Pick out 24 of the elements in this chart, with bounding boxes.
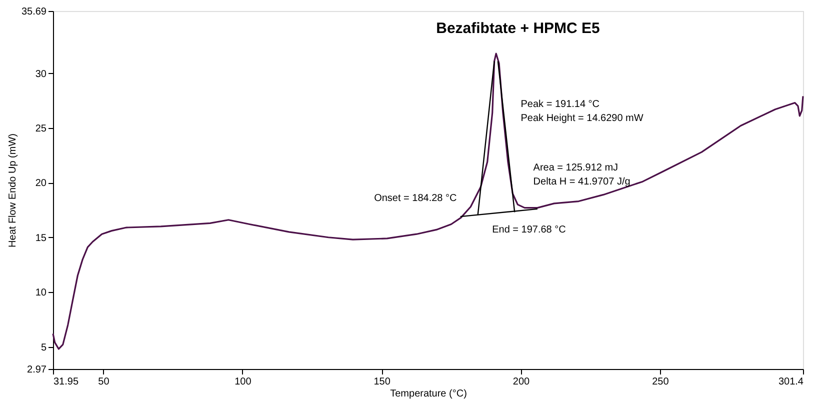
y-tick-label: 35.69 xyxy=(21,6,47,18)
annotation: End = 197.68 °C xyxy=(492,224,566,236)
y-tick-label: 30 xyxy=(35,68,47,80)
annotation: Area = 125.912 mJ xyxy=(533,162,618,174)
x-tick-label: 100 xyxy=(234,376,252,388)
y-tick-label: 10 xyxy=(35,288,47,299)
x-tick-label: 200 xyxy=(512,376,530,388)
annotation: Delta H = 41.9707 J/g xyxy=(533,176,630,188)
x-tick-label: 50 xyxy=(98,376,110,388)
annotation: Peak = 191.14 °C xyxy=(520,98,600,110)
x-tick-label: 150 xyxy=(374,376,391,388)
x-tick-label: 250 xyxy=(652,376,670,388)
x-tick-label: 301.4 xyxy=(778,376,804,388)
x-tick-label: 31.95 xyxy=(54,376,79,388)
annotation: Onset = 184.28 °C xyxy=(374,192,457,204)
text: Bezafibtate + HPMC E5 xyxy=(436,20,600,37)
y-tick-label: 20 xyxy=(35,178,47,190)
y-tick-label: 15 xyxy=(35,232,47,244)
y-tick-label: 2.97 xyxy=(27,364,47,376)
y-tick-label: 5 xyxy=(40,342,47,354)
y-tick-label: 25 xyxy=(35,123,47,134)
annotation: Peak Height = 14.6290 mW xyxy=(520,113,644,124)
x-axis-title: Temperature (°C) xyxy=(390,388,467,400)
y-axis-title: Heat Flow Endo Up (mW) xyxy=(7,134,18,248)
